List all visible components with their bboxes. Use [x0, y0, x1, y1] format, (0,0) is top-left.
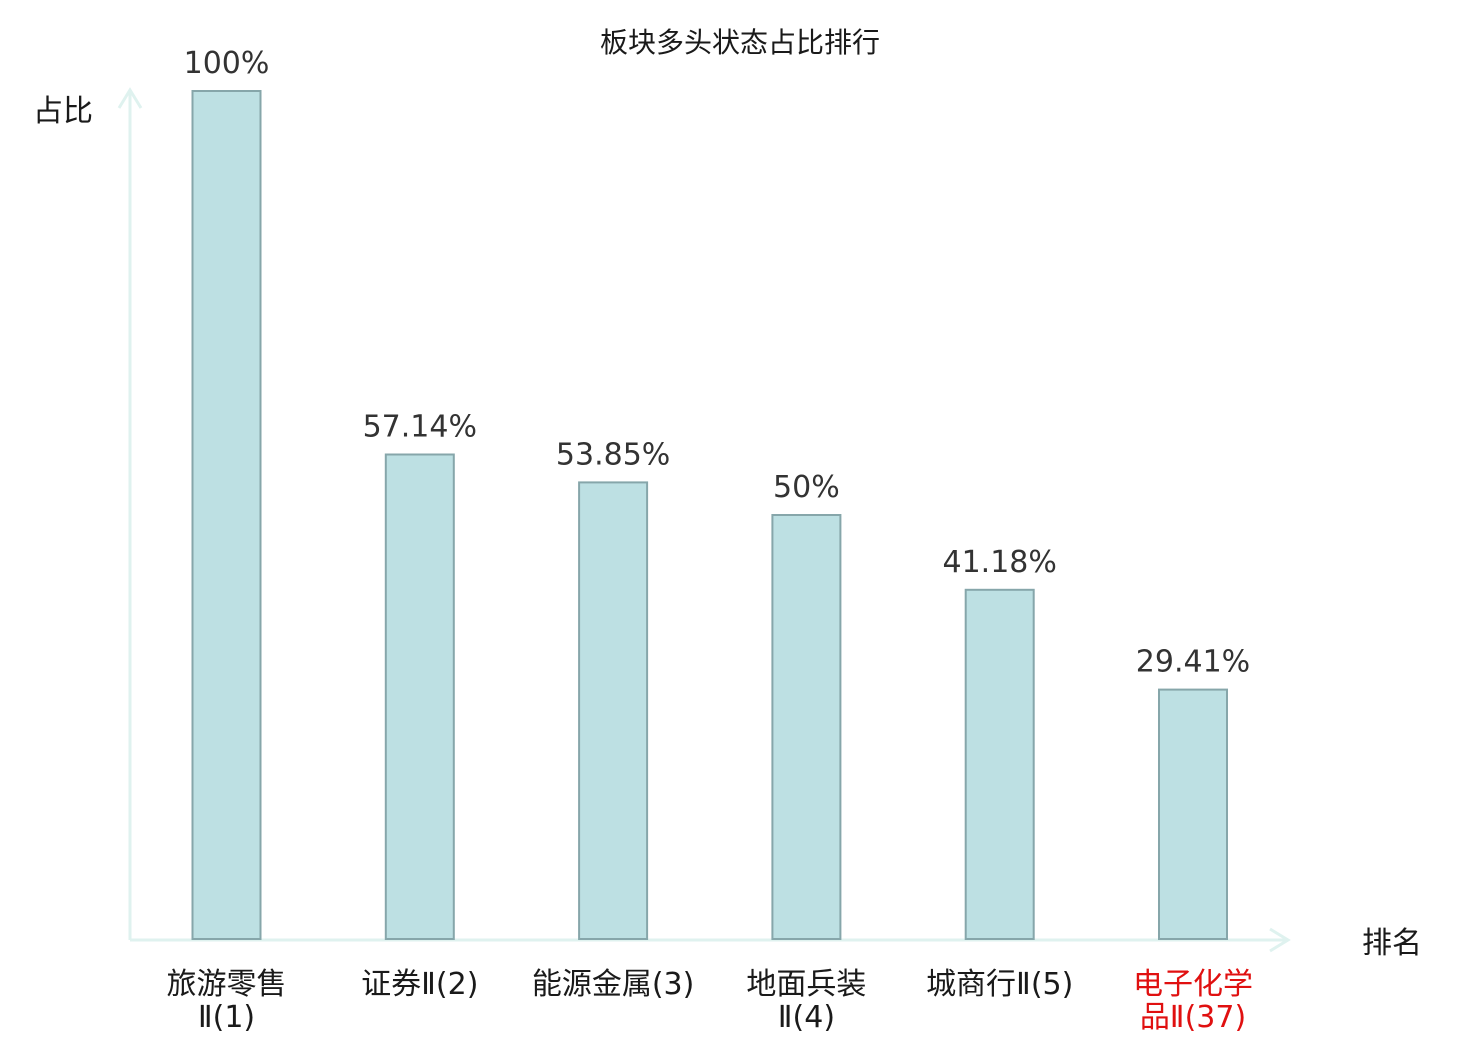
category-label-line: 城商行Ⅱ(5)	[926, 967, 1073, 1002]
bar	[578, 481, 649, 940]
category-label: 旅游零售 Ⅱ(1)	[167, 967, 287, 1035]
bar	[771, 514, 842, 940]
category-label-line: 证券Ⅱ(2)	[361, 967, 478, 1002]
category-label-line: 电子化学	[1133, 967, 1253, 1002]
bar-value-label: 50%	[773, 470, 840, 505]
category-label: 地面兵装 Ⅱ(4)	[746, 967, 866, 1035]
bars-group	[191, 90, 1228, 940]
category-label-line: 旅游零售	[167, 967, 287, 1002]
category-label-line: 品Ⅱ(37)	[1140, 1000, 1246, 1035]
chart-title: 板块多头状态占比排行	[600, 26, 880, 59]
category-labels-group: 旅游零售 Ⅱ(1) 证券Ⅱ(2) 能源金属(3) 地面兵装 Ⅱ(4) 城商行Ⅱ(5) 电子化学…	[167, 967, 1254, 1035]
category-label-line: Ⅱ(4)	[778, 1000, 835, 1035]
bar-value-label: 29.41%	[1136, 645, 1250, 680]
bar	[1158, 688, 1228, 940]
bar	[191, 90, 262, 940]
bar-value-label: 57.14%	[363, 410, 477, 445]
x-axis-label: 排名	[1362, 926, 1422, 961]
bar	[384, 453, 455, 940]
bar-value-label: 100%	[184, 46, 270, 81]
category-label: 城商行Ⅱ(5)	[926, 967, 1073, 1002]
category-label: 能源金属(3)	[532, 967, 695, 1002]
bar	[964, 588, 1035, 940]
bar-value-label: 41.18%	[943, 545, 1057, 580]
x-axis-arrow	[1269, 927, 1291, 953]
y-axis-arrow	[117, 87, 143, 109]
category-label-line: 地面兵装	[746, 967, 866, 1002]
value-labels-group: 100% 57.14% 53.85% 50% 41.18% 29.41%	[184, 46, 1251, 680]
y-axis-label: 占比	[33, 94, 93, 129]
category-label: 证券Ⅱ(2)	[361, 967, 478, 1002]
bar-value-label: 53.85%	[556, 437, 670, 472]
category-label: 电子化学品Ⅱ(37)	[1133, 967, 1253, 1035]
category-label-line: 能源金属(3)	[532, 967, 695, 1002]
category-label-line: Ⅱ(1)	[198, 1000, 255, 1035]
